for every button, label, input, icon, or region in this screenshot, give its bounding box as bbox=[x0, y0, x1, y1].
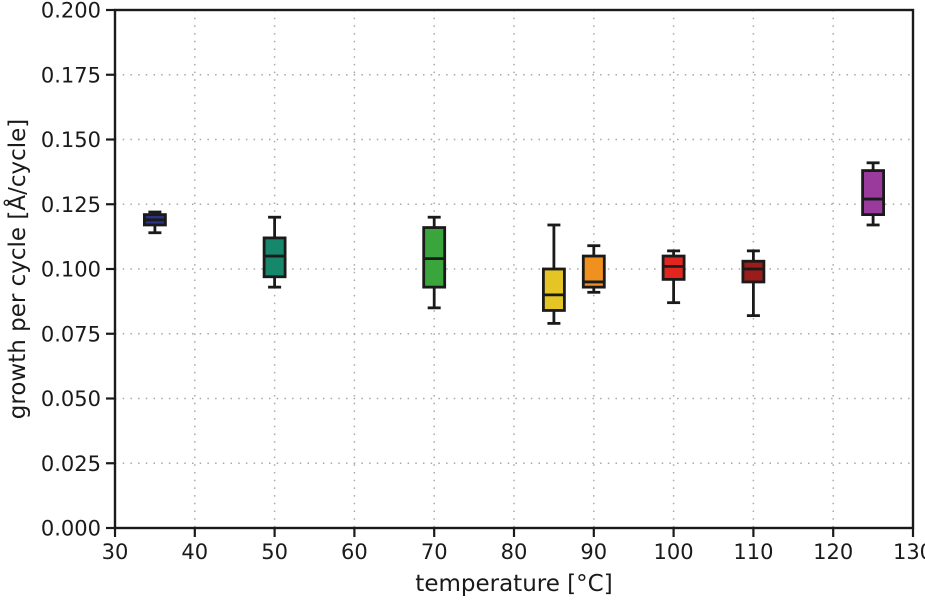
y-tick-label: 0.200 bbox=[41, 0, 101, 23]
y-tick-label: 0.075 bbox=[41, 322, 101, 346]
x-tick-label: 50 bbox=[261, 540, 288, 564]
x-tick-label: 90 bbox=[580, 540, 607, 564]
y-tick-label: 0.050 bbox=[41, 387, 101, 411]
y-tick-label: 0.100 bbox=[41, 258, 101, 282]
x-tick-label: 130 bbox=[893, 540, 925, 564]
y-tick-label: 0.175 bbox=[41, 63, 101, 87]
plot-border bbox=[113, 8, 915, 530]
x-tick-label: 120 bbox=[813, 540, 853, 564]
y-tick-label: 0.150 bbox=[41, 128, 101, 152]
box-rect bbox=[542, 267, 566, 312]
x-tick-label: 70 bbox=[421, 540, 448, 564]
y-tick-label: 0.000 bbox=[41, 517, 101, 541]
x-axis-label: temperature [°C] bbox=[415, 571, 612, 597]
box-rect bbox=[741, 259, 766, 284]
box-rect bbox=[581, 254, 606, 289]
generated-plot-layer: 30 40 50 60 70 80 90 100 110 120 130 0.000 0.025 0.05… bbox=[41, 0, 925, 564]
x-tick-label: 80 bbox=[501, 540, 528, 564]
x-tick-label: 100 bbox=[654, 540, 694, 564]
x-tick-label: 30 bbox=[102, 540, 129, 564]
y-tick-label: 0.125 bbox=[41, 193, 101, 217]
x-tick-label: 40 bbox=[181, 540, 208, 564]
box-rect bbox=[861, 169, 885, 217]
y-axis-label: growth per cycle [Å/cycle] bbox=[3, 119, 31, 419]
x-tick-label: 60 bbox=[341, 540, 368, 564]
y-tick-label: 0.025 bbox=[41, 452, 101, 476]
x-tick-label: 110 bbox=[733, 540, 773, 564]
